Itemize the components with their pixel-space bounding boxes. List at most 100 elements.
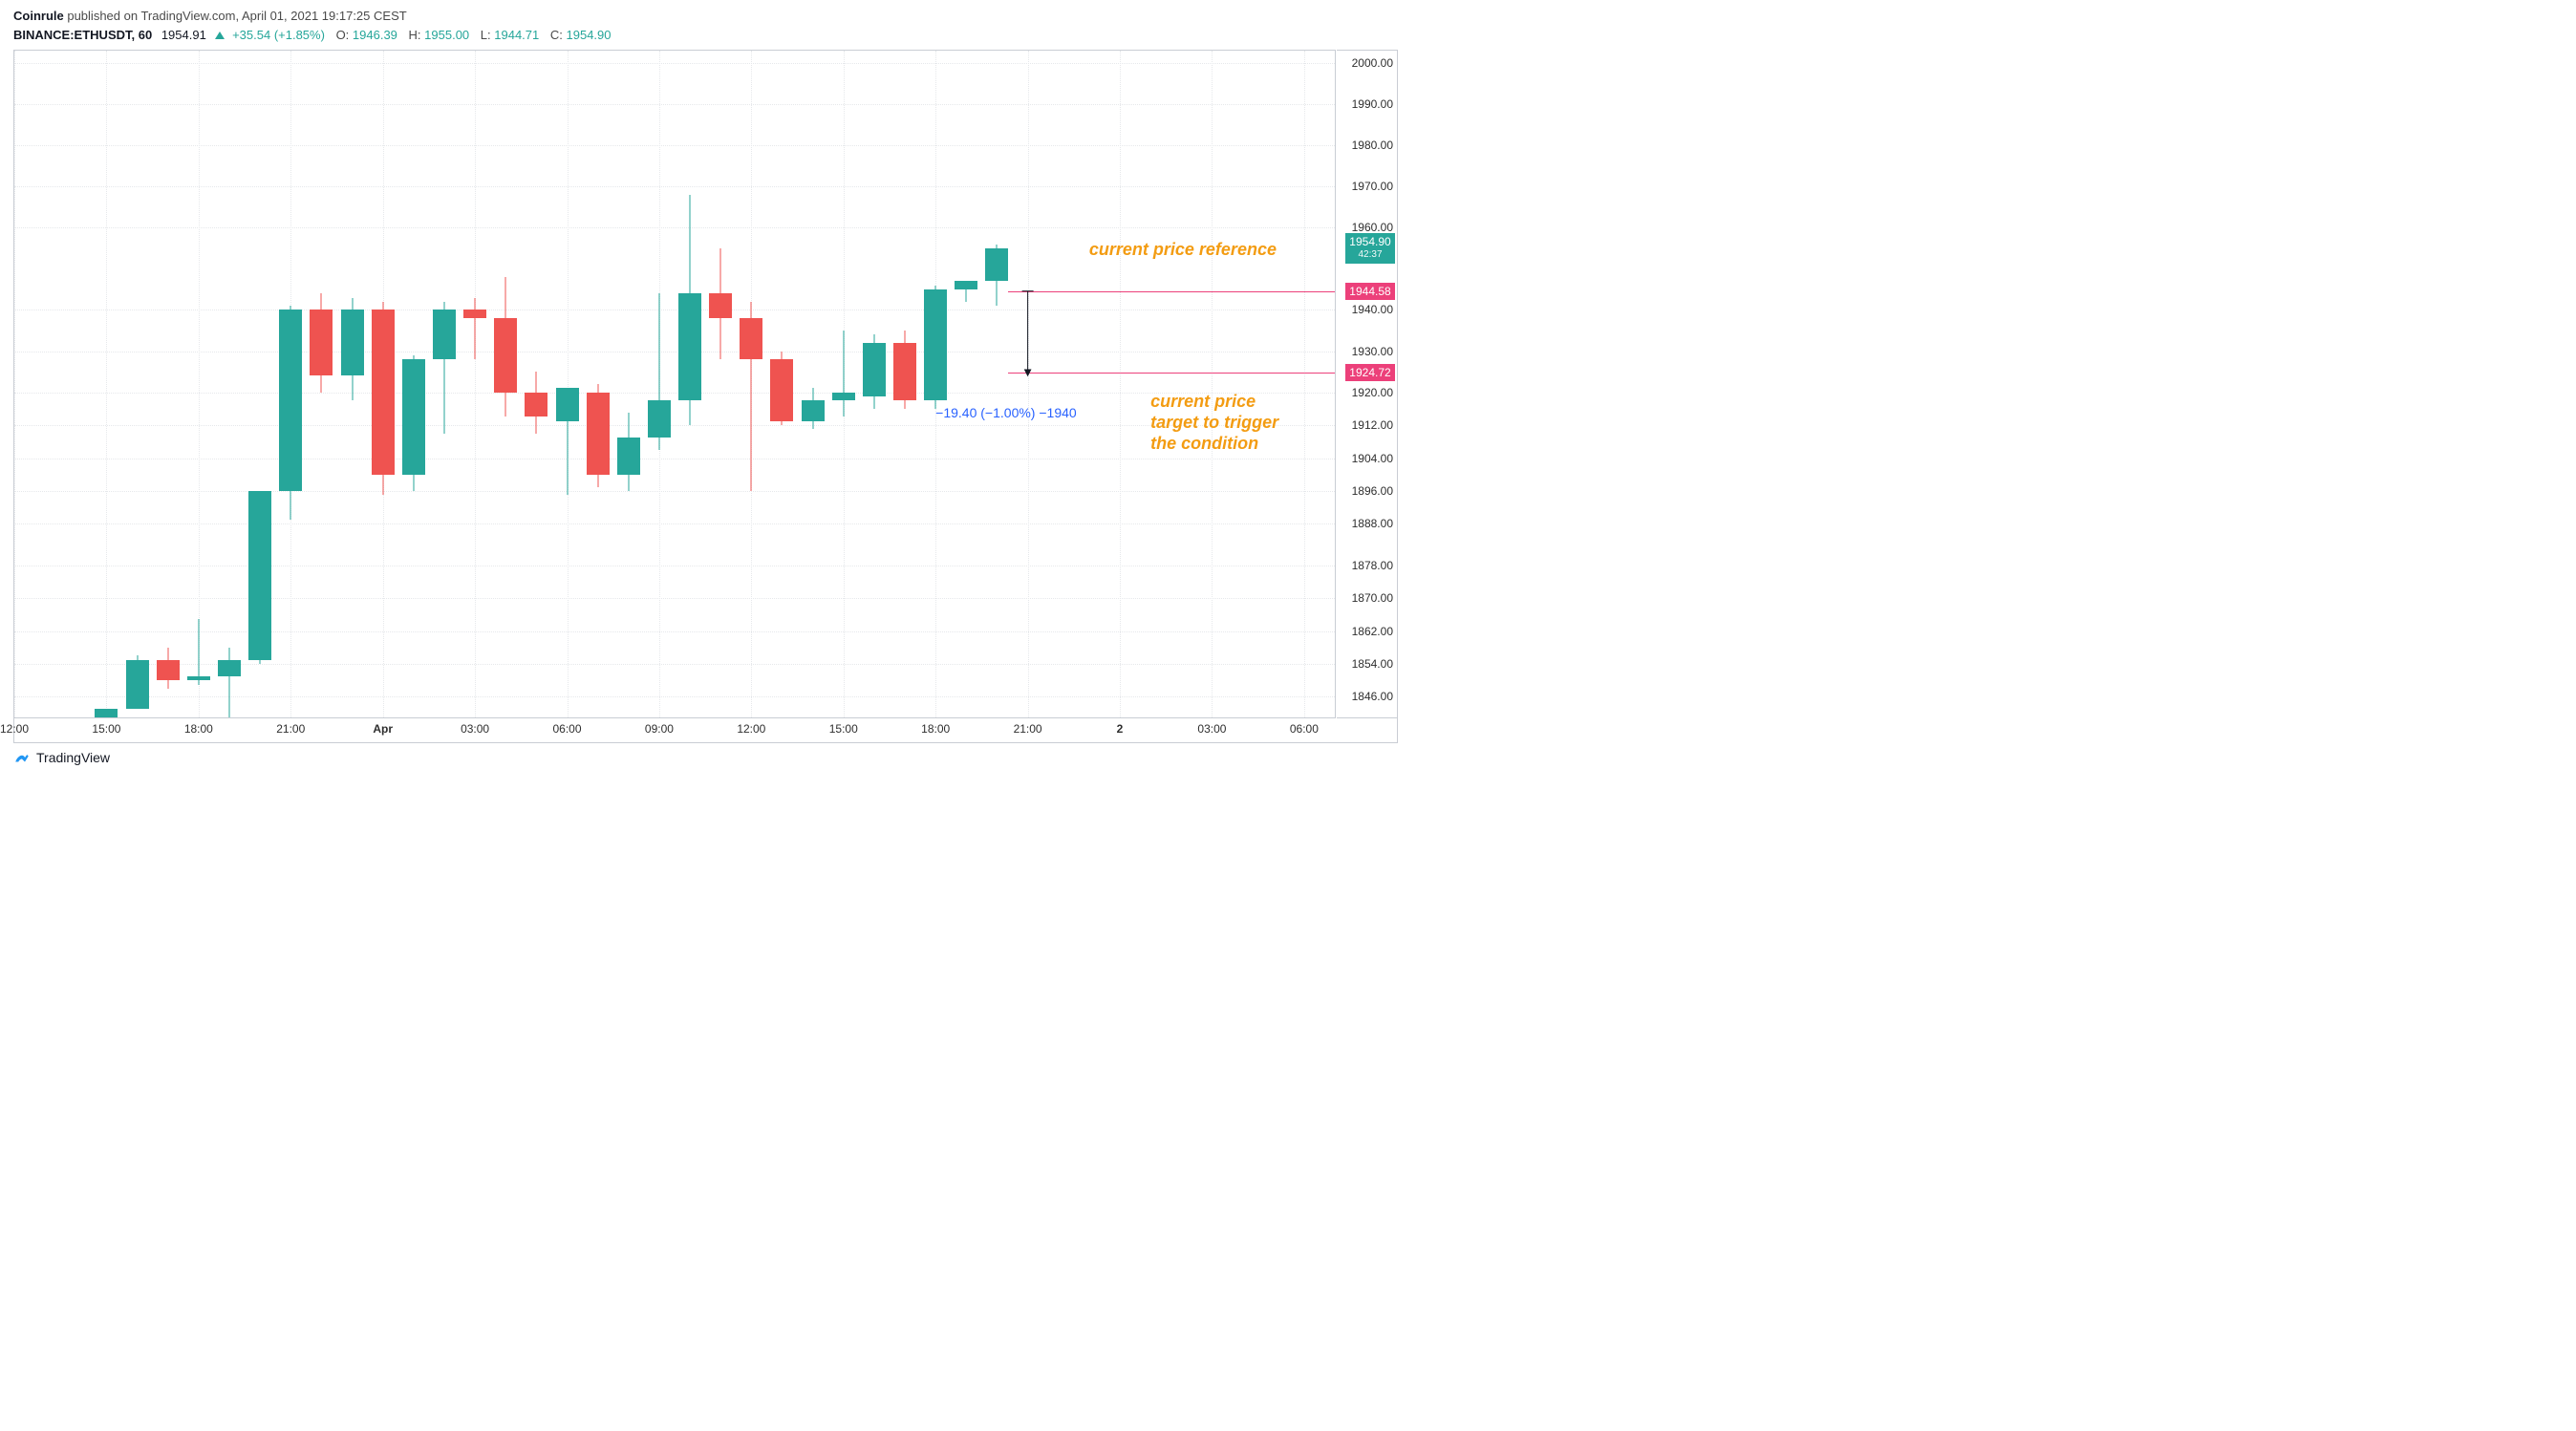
x-tick-label: 18:00 [184,722,213,736]
candle [678,51,701,717]
y-tick-label: 1930.00 [1352,345,1393,358]
y-tick-label: 1878.00 [1352,559,1393,572]
grid-line [14,598,1335,599]
y-tick-label: 1896.00 [1352,484,1393,498]
change-abs: +35.54 [232,28,270,42]
x-tick-label: 15:00 [92,722,120,736]
y-tick-label: 1940.00 [1352,303,1393,316]
candle [617,51,640,717]
y-tick-label: 1970.00 [1352,180,1393,193]
grid-line [14,393,1335,394]
x-tick-label: 21:00 [276,722,305,736]
l-value: 1944.71 [494,28,539,42]
grid-line [14,51,15,717]
candle [310,51,333,717]
candle [463,51,486,717]
candle [95,51,118,717]
x-tick-label: 2 [1117,722,1124,736]
h-value: 1955.00 [424,28,469,42]
candle [893,51,916,717]
c-value: 1954.90 [567,28,612,42]
grid-line [14,145,1335,146]
x-tick-label: 03:00 [1197,722,1226,736]
candle [556,51,579,717]
x-tick-label: 15:00 [829,722,858,736]
h-label: H: [409,28,421,42]
candle [955,51,977,717]
y-tick-label: 1854.00 [1352,657,1393,671]
candle [832,51,855,717]
measure-label: −19.40 (−1.00%) −1940 [935,405,1077,420]
x-tick-label: 18:00 [921,722,950,736]
x-tick-label: 12:00 [0,722,29,736]
reference-line [1008,291,1335,292]
candle [248,51,271,717]
x-tick-label: 12:00 [737,722,765,736]
y-tick-label: 1980.00 [1352,139,1393,152]
candle [924,51,947,717]
candle [279,51,302,717]
candle [802,51,825,717]
tradingview-icon [13,749,31,766]
candle [187,51,210,717]
y-tick-label: 1960.00 [1352,221,1393,234]
y-tick-label: 1990.00 [1352,97,1393,111]
y-axis: 1846.00 1854.00 1862.00 1870.00 1878.00 1888.… [1337,50,1398,718]
candle [709,51,732,717]
plot-area[interactable]: −19.40 (−1.00%) −1940current price refer… [13,50,1336,718]
grid-line [14,664,1335,665]
grid-line [1028,51,1029,717]
y-tick-label: 1862.00 [1352,625,1393,638]
candle [494,51,517,717]
symbol: BINANCE:ETHUSDT, 60 [13,28,152,42]
footer-brand: TradingView [13,749,1399,766]
y-tick-label: 2000.00 [1352,56,1393,70]
x-axis: 12:0015:0018:0021:00Apr03:0006:0009:0012… [13,718,1398,743]
candle [218,51,241,717]
publish-header: Coinrule published on TradingView.com, A… [13,8,1399,25]
measure-arrow [14,51,1335,717]
grid-line [1304,51,1305,717]
y-tick-label: 1912.00 [1352,418,1393,432]
grid-line [14,491,1335,492]
y-tick-label: 1870.00 [1352,591,1393,605]
chart-container[interactable]: −19.40 (−1.00%) −1940current price refer… [13,50,1399,743]
l-label: L: [481,28,491,42]
author: Coinrule [13,9,64,23]
change-pct: (+1.85%) [274,28,325,42]
y-tick-label: 1888.00 [1352,517,1393,530]
candle [157,51,180,717]
y-tick-label: 1904.00 [1352,452,1393,465]
candle [985,51,1008,717]
c-label: C: [550,28,563,42]
publish-text: published on TradingView.com, April 01, … [64,9,407,23]
grid-line [14,523,1335,524]
o-label: O: [336,28,350,42]
candle [740,51,762,717]
symbol-summary: BINANCE:ETHUSDT, 60 1954.91 +35.54 (+1.8… [13,27,1399,44]
y-tick-label: 1846.00 [1352,690,1393,703]
candle [402,51,425,717]
footer-text: TradingView [36,750,110,765]
annotation-text: current price target to trigger the cond… [1150,391,1278,454]
candle [648,51,671,717]
candle [525,51,547,717]
grid-line [14,696,1335,697]
x-tick-label: 21:00 [1014,722,1042,736]
candle [341,51,364,717]
candle [770,51,793,717]
up-arrow-icon [215,32,225,39]
candle [587,51,610,717]
candle [126,51,149,717]
y-tick-label: 1920.00 [1352,386,1393,399]
price-tag: 1954.9042:37 [1345,233,1395,264]
price-tag: 1944.58 [1345,283,1395,300]
price-tag: 1924.72 [1345,364,1395,381]
grid-line [14,425,1335,426]
grid-line [1212,51,1213,717]
grid-line [14,631,1335,632]
grid-line [14,104,1335,105]
grid-line [1120,51,1121,717]
x-tick-label: 06:00 [552,722,581,736]
last-price: 1954.91 [161,28,206,42]
